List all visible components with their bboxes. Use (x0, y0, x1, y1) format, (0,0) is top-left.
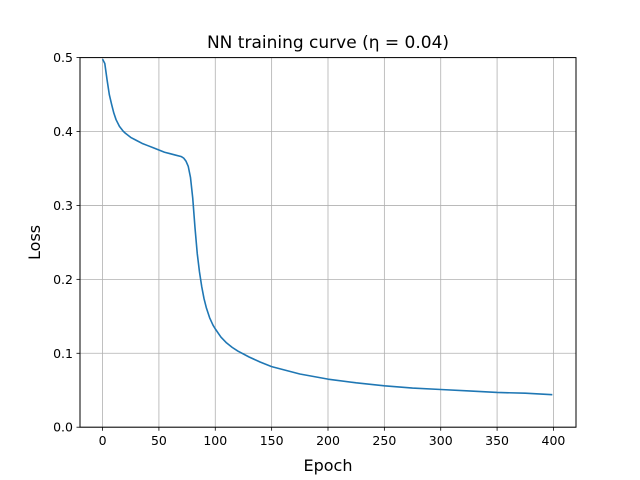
y-tick-label: 0.3 (53, 198, 73, 213)
x-tick-label: 350 (485, 433, 509, 448)
x-tick-label: 100 (203, 433, 227, 448)
y-tick-label: 0.4 (53, 124, 73, 139)
chart-title: NN training curve (η = 0.04) (207, 33, 449, 53)
series-layer (101, 58, 553, 396)
y-tick-label: 0.0 (53, 420, 73, 435)
x-tick-label: 300 (429, 433, 453, 448)
y-tick-label: 0.2 (53, 272, 73, 287)
y-tick-label: 0.1 (53, 346, 73, 361)
x-tick-label: 0 (99, 433, 107, 448)
y-tick-label: 0.5 (53, 50, 73, 65)
x-tick-label: 200 (316, 433, 340, 448)
x-axis-label: Epoch (304, 456, 353, 475)
x-tick-label: 150 (260, 433, 284, 448)
x-tick-label: 250 (372, 433, 396, 448)
x-tick-label: 50 (151, 433, 167, 448)
y-axis-label: Loss (25, 225, 44, 260)
grid (80, 57, 576, 428)
ticks: 0 50 100 150 200 250 300 350 400 0.0 0.1 0.2 0.3 0.4 0… (53, 50, 565, 448)
series-line-0 (101, 58, 553, 396)
x-tick-label: 400 (542, 433, 566, 448)
